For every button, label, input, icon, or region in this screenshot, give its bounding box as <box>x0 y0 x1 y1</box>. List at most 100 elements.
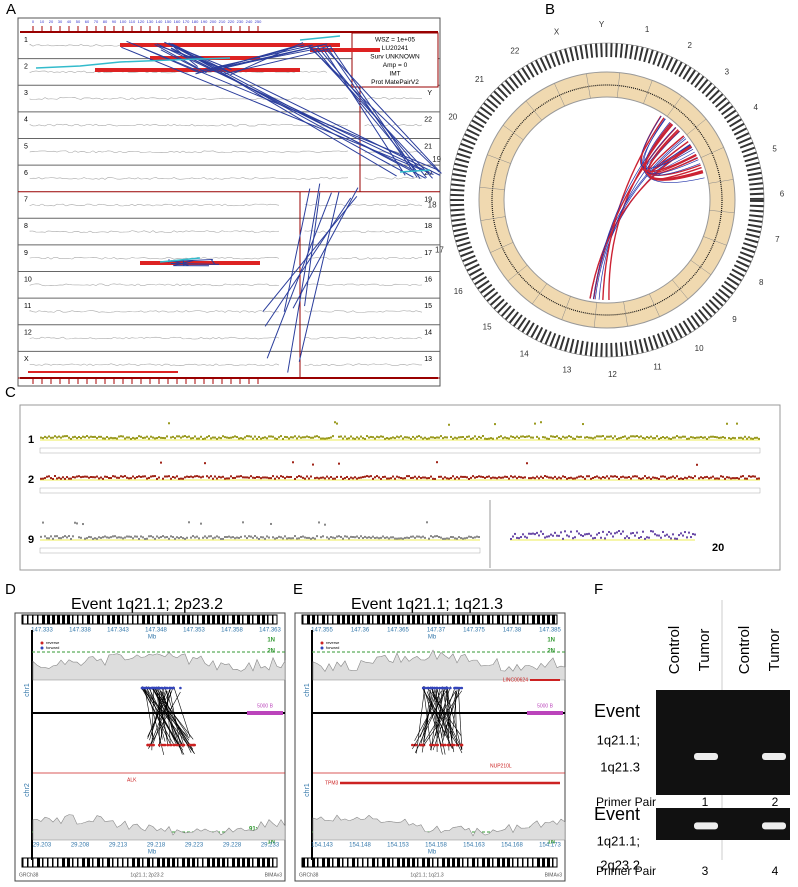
band <box>367 858 369 867</box>
dot <box>662 531 664 533</box>
dot <box>54 535 56 537</box>
dot <box>580 534 582 536</box>
band <box>217 858 220 867</box>
scale-bar <box>247 711 283 715</box>
dot <box>308 537 310 539</box>
dot <box>388 478 390 480</box>
band <box>242 615 244 624</box>
dot <box>556 535 558 537</box>
dot <box>610 435 612 437</box>
label: 20 <box>49 19 54 24</box>
label: 7 <box>775 235 780 244</box>
dot <box>382 436 384 438</box>
dot <box>432 478 434 480</box>
dot <box>42 437 44 439</box>
dot <box>370 475 372 477</box>
label: 200 <box>210 19 217 24</box>
dot <box>754 437 756 439</box>
label: 6 <box>780 190 785 199</box>
dot <box>516 537 518 539</box>
band <box>502 615 504 624</box>
dot <box>654 477 656 479</box>
dot <box>250 475 252 477</box>
dot <box>502 477 504 479</box>
read <box>148 744 151 747</box>
dot <box>690 536 692 538</box>
band <box>452 615 455 624</box>
dot <box>226 536 228 538</box>
dot <box>302 536 304 538</box>
dot <box>544 436 546 438</box>
dot <box>584 437 586 439</box>
band <box>507 615 509 624</box>
label: 147.333 <box>31 628 53 634</box>
dot <box>146 478 148 480</box>
dot <box>216 535 218 537</box>
dot <box>96 476 98 478</box>
band <box>67 615 70 624</box>
dot <box>464 537 466 539</box>
label: 147.375 <box>463 628 485 634</box>
dot <box>630 532 632 534</box>
band <box>252 615 254 624</box>
dot <box>378 436 380 438</box>
dot <box>140 476 142 478</box>
band <box>257 615 260 624</box>
dot <box>600 477 602 479</box>
dot <box>722 436 724 438</box>
band <box>552 858 554 867</box>
dot <box>482 476 484 478</box>
dot <box>750 438 752 440</box>
band <box>402 615 404 624</box>
dot <box>720 437 722 439</box>
dot <box>418 435 420 437</box>
dot <box>648 477 650 479</box>
dot <box>650 436 652 438</box>
band <box>547 858 550 867</box>
dot <box>630 477 632 479</box>
dot <box>68 535 70 537</box>
dot <box>122 476 124 478</box>
dot <box>518 476 520 478</box>
dot <box>156 535 158 537</box>
dot <box>360 436 362 438</box>
dot <box>228 536 230 538</box>
label: 50 <box>76 19 81 24</box>
dot <box>178 435 180 437</box>
dot <box>748 436 750 438</box>
dot <box>356 436 358 438</box>
dot <box>692 533 694 535</box>
dot <box>326 536 328 538</box>
dot <box>332 537 334 539</box>
dot <box>202 537 204 539</box>
dot <box>704 436 706 438</box>
dot <box>740 437 742 439</box>
dot <box>274 478 276 480</box>
band <box>217 615 220 624</box>
dot <box>458 477 460 479</box>
dot <box>306 475 308 477</box>
label: 10 <box>695 344 704 353</box>
dot <box>722 476 724 478</box>
band <box>527 858 529 867</box>
read <box>449 687 452 690</box>
label: 250 <box>255 19 262 24</box>
band <box>37 858 40 867</box>
band <box>357 615 360 624</box>
dot <box>334 421 336 423</box>
dot <box>280 536 282 538</box>
dot <box>300 476 302 478</box>
label: 21 <box>424 143 432 150</box>
band <box>512 858 514 867</box>
dot <box>578 436 580 438</box>
dot <box>264 436 266 438</box>
dot <box>436 535 438 537</box>
dot <box>298 537 300 539</box>
dot <box>314 538 316 540</box>
dot <box>582 535 584 537</box>
band <box>457 615 460 624</box>
dot <box>448 538 450 540</box>
dot <box>614 435 616 437</box>
band <box>227 615 229 624</box>
dot <box>688 438 690 440</box>
